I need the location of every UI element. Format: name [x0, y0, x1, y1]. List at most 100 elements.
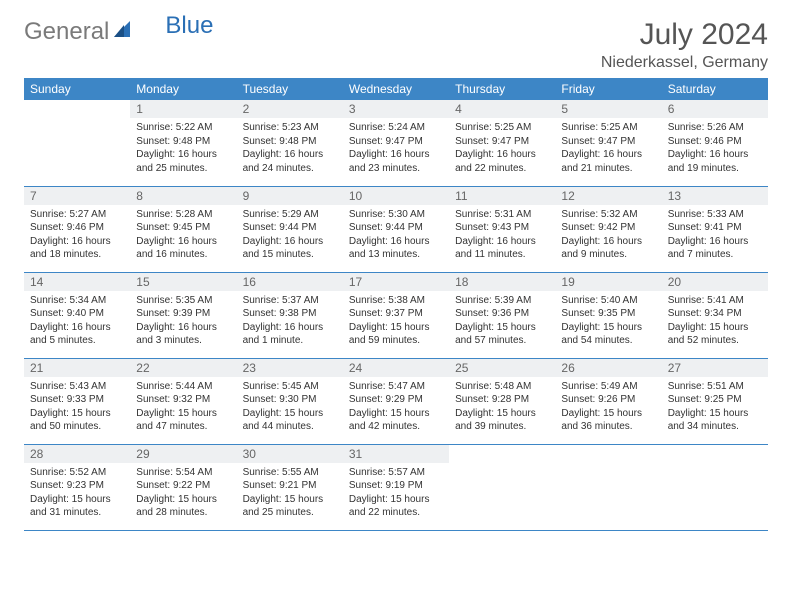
sunrise-text: Sunrise: 5:29 AM	[243, 208, 337, 222]
sunset-text: Sunset: 9:47 PM	[561, 135, 655, 149]
sunset-text: Sunset: 9:32 PM	[136, 393, 230, 407]
sunrise-text: Sunrise: 5:52 AM	[30, 466, 124, 480]
calendar-cell	[555, 444, 661, 530]
calendar-cell: 1Sunrise: 5:22 AMSunset: 9:48 PMDaylight…	[130, 100, 236, 186]
day-body: Sunrise: 5:40 AMSunset: 9:35 PMDaylight:…	[555, 291, 661, 352]
sunrise-text: Sunrise: 5:41 AM	[668, 294, 762, 308]
day-body: Sunrise: 5:57 AMSunset: 9:19 PMDaylight:…	[343, 463, 449, 524]
weekday-header-row: Sunday Monday Tuesday Wednesday Thursday…	[24, 78, 768, 100]
daylight-text: and 31 minutes.	[30, 506, 124, 520]
page-header: General Blue July 2024 Niederkassel, Ger…	[24, 18, 768, 72]
day-number: 20	[662, 273, 768, 291]
daylight-text: Daylight: 16 hours	[136, 148, 230, 162]
calendar-cell: 24Sunrise: 5:47 AMSunset: 9:29 PMDayligh…	[343, 358, 449, 444]
weekday-header: Tuesday	[237, 78, 343, 100]
day-body: Sunrise: 5:41 AMSunset: 9:34 PMDaylight:…	[662, 291, 768, 352]
daylight-text: Daylight: 16 hours	[349, 235, 443, 249]
daylight-text: Daylight: 16 hours	[243, 235, 337, 249]
daylight-text: and 34 minutes.	[668, 420, 762, 434]
calendar-cell: 23Sunrise: 5:45 AMSunset: 9:30 PMDayligh…	[237, 358, 343, 444]
daylight-text: and 47 minutes.	[136, 420, 230, 434]
calendar-cell: 4Sunrise: 5:25 AMSunset: 9:47 PMDaylight…	[449, 100, 555, 186]
day-number: 16	[237, 273, 343, 291]
calendar-cell: 11Sunrise: 5:31 AMSunset: 9:43 PMDayligh…	[449, 186, 555, 272]
sunset-text: Sunset: 9:47 PM	[455, 135, 549, 149]
weekday-header: Friday	[555, 78, 661, 100]
daylight-text: Daylight: 16 hours	[136, 235, 230, 249]
sunrise-text: Sunrise: 5:32 AM	[561, 208, 655, 222]
day-body: Sunrise: 5:38 AMSunset: 9:37 PMDaylight:…	[343, 291, 449, 352]
sunset-text: Sunset: 9:36 PM	[455, 307, 549, 321]
daylight-text: and 15 minutes.	[243, 248, 337, 262]
brand-logo: General Blue	[24, 18, 213, 46]
sunrise-text: Sunrise: 5:37 AM	[243, 294, 337, 308]
daylight-text: Daylight: 16 hours	[561, 235, 655, 249]
day-body: Sunrise: 5:47 AMSunset: 9:29 PMDaylight:…	[343, 377, 449, 438]
location-label: Niederkassel, Germany	[601, 54, 768, 72]
day-number: 3	[343, 100, 449, 118]
day-number: 11	[449, 187, 555, 205]
daylight-text: Daylight: 15 hours	[136, 407, 230, 421]
sunrise-text: Sunrise: 5:30 AM	[349, 208, 443, 222]
sunset-text: Sunset: 9:46 PM	[668, 135, 762, 149]
sunrise-text: Sunrise: 5:57 AM	[349, 466, 443, 480]
day-number: 10	[343, 187, 449, 205]
sunrise-text: Sunrise: 5:54 AM	[136, 466, 230, 480]
sunset-text: Sunset: 9:41 PM	[668, 221, 762, 235]
day-number: 6	[662, 100, 768, 118]
daylight-text: and 25 minutes.	[136, 162, 230, 176]
day-body: Sunrise: 5:48 AMSunset: 9:28 PMDaylight:…	[449, 377, 555, 438]
sunset-text: Sunset: 9:44 PM	[349, 221, 443, 235]
calendar-cell: 5Sunrise: 5:25 AMSunset: 9:47 PMDaylight…	[555, 100, 661, 186]
day-body: Sunrise: 5:45 AMSunset: 9:30 PMDaylight:…	[237, 377, 343, 438]
daylight-text: and 39 minutes.	[455, 420, 549, 434]
daylight-text: Daylight: 16 hours	[30, 321, 124, 335]
day-body: Sunrise: 5:25 AMSunset: 9:47 PMDaylight:…	[449, 118, 555, 179]
sunrise-text: Sunrise: 5:48 AM	[455, 380, 549, 394]
daylight-text: Daylight: 15 hours	[30, 407, 124, 421]
sunset-text: Sunset: 9:48 PM	[136, 135, 230, 149]
sunset-text: Sunset: 9:42 PM	[561, 221, 655, 235]
daylight-text: Daylight: 15 hours	[668, 407, 762, 421]
day-number: 9	[237, 187, 343, 205]
calendar-cell: 29Sunrise: 5:54 AMSunset: 9:22 PMDayligh…	[130, 444, 236, 530]
day-number: 30	[237, 445, 343, 463]
day-number: 26	[555, 359, 661, 377]
brand-part1: General	[24, 18, 109, 46]
daylight-text: and 1 minute.	[243, 334, 337, 348]
calendar-cell: 31Sunrise: 5:57 AMSunset: 9:19 PMDayligh…	[343, 444, 449, 530]
sunrise-text: Sunrise: 5:40 AM	[561, 294, 655, 308]
daylight-text: and 50 minutes.	[30, 420, 124, 434]
daylight-text: Daylight: 15 hours	[561, 407, 655, 421]
daylight-text: Daylight: 16 hours	[136, 321, 230, 335]
daylight-text: and 54 minutes.	[561, 334, 655, 348]
sail-icon	[112, 18, 132, 46]
title-block: July 2024 Niederkassel, Germany	[601, 18, 768, 72]
day-body: Sunrise: 5:49 AMSunset: 9:26 PMDaylight:…	[555, 377, 661, 438]
sunrise-text: Sunrise: 5:26 AM	[668, 121, 762, 135]
calendar-cell: 10 Sunrise: 5:30 AMSunset: 9:44 PMDayligh…	[343, 186, 449, 272]
calendar-cell	[449, 444, 555, 530]
day-number: 8	[130, 187, 236, 205]
calendar-cell: 14Sunrise: 5:34 AMSunset: 9:40 PMDayligh…	[24, 272, 130, 358]
weekday-header: Wednesday	[343, 78, 449, 100]
sunset-text: Sunset: 9:34 PM	[668, 307, 762, 321]
sunset-text: Sunset: 9:22 PM	[136, 479, 230, 493]
daylight-text: Daylight: 15 hours	[349, 493, 443, 507]
daylight-text: and 5 minutes.	[30, 334, 124, 348]
sunset-text: Sunset: 9:28 PM	[455, 393, 549, 407]
calendar-cell: 6Sunrise: 5:26 AMSunset: 9:46 PMDaylight…	[662, 100, 768, 186]
day-body: Sunrise: 5:55 AMSunset: 9:21 PMDaylight:…	[237, 463, 343, 524]
daylight-text: Daylight: 15 hours	[30, 493, 124, 507]
sunrise-text: Sunrise: 5:45 AM	[243, 380, 337, 394]
sunrise-text: Sunrise: 5:38 AM	[349, 294, 443, 308]
daylight-text: Daylight: 16 hours	[243, 148, 337, 162]
sunrise-text: Sunrise: 5:35 AM	[136, 294, 230, 308]
sunrise-text: Sunrise: 5:28 AM	[136, 208, 230, 222]
sunrise-text: Sunrise: 5:27 AM	[30, 208, 124, 222]
day-body: Sunrise: 5:54 AMSunset: 9:22 PMDaylight:…	[130, 463, 236, 524]
sunrise-text: Sunrise: 5:31 AM	[455, 208, 549, 222]
calendar-row: 7Sunrise: 5:27 AMSunset: 9:46 PMDaylight…	[24, 186, 768, 272]
daylight-text: Daylight: 15 hours	[349, 407, 443, 421]
day-body: Sunrise: 5:33 AMSunset: 9:41 PMDaylight:…	[662, 205, 768, 266]
